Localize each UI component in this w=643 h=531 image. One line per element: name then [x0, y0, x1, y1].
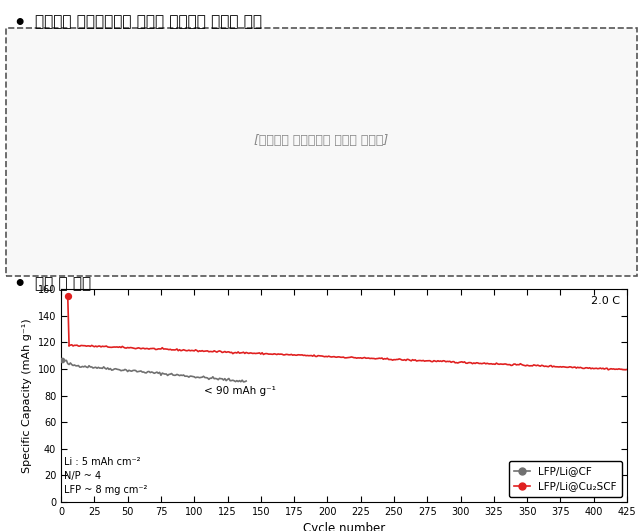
FancyBboxPatch shape: [6, 28, 637, 276]
Text: •: •: [13, 275, 25, 294]
Text: 완전 셀 성능: 완전 셀 성능: [35, 277, 91, 292]
Y-axis label: Specific Capacity (mAh g⁻¹): Specific Capacity (mAh g⁻¹): [22, 318, 32, 473]
Text: Li : 5 mAh cm⁻²
N/P ~ 4
LFP ~ 8 mg cm⁻²: Li : 5 mAh cm⁻² N/P ~ 4 LFP ~ 8 mg cm⁻²: [64, 457, 147, 495]
Point: [57, 356, 68, 364]
Text: [전기화학 표면처리법 개략도 이미지]: [전기화학 표면처리법 개략도 이미지]: [255, 134, 388, 147]
Text: 2.0 C: 2.0 C: [592, 296, 620, 306]
Point: [62, 292, 73, 300]
Text: < 90 mAh g⁻¹: < 90 mAh g⁻¹: [204, 386, 275, 396]
Text: •: •: [13, 14, 25, 33]
Text: 전기화학 표면처리법을 이용한 리튬음극 제작법 개발: 전기화학 표면처리법을 이용한 리튬음극 제작법 개발: [35, 14, 262, 29]
X-axis label: Cycle number: Cycle number: [303, 522, 385, 531]
Legend: LFP/Li@CF, LFP/Li@Cu₂SCF: LFP/Li@CF, LFP/Li@Cu₂SCF: [509, 461, 622, 496]
